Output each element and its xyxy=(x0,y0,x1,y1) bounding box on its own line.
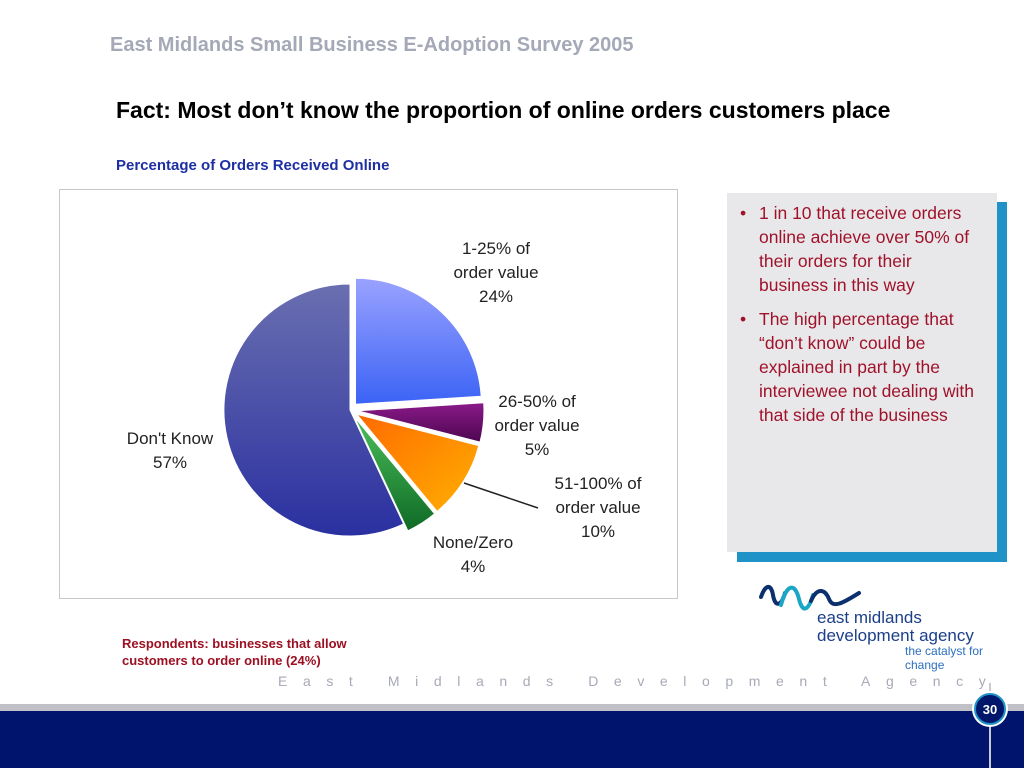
note-item: The high percentage that “don’t know” co… xyxy=(735,307,985,427)
pie-label-26-50-of-order-value: 26-50% of order value 5% xyxy=(494,392,579,459)
pie-category-label: 26-50% of xyxy=(498,392,576,411)
pie-slice-don-t-know xyxy=(223,283,405,537)
pie-label-none-zero: None/Zero 4% xyxy=(433,533,513,576)
footer-blue-band xyxy=(0,711,1024,768)
footer-grey-band xyxy=(0,704,1024,711)
note-item: 1 in 10 that receive orders online achie… xyxy=(735,201,985,297)
wave-mark-icon xyxy=(759,585,861,611)
logo-line2: development agency xyxy=(817,626,974,645)
pie-chart-frame: 1-25% of order value 24% 26-50% of order val… xyxy=(59,189,678,599)
pie-slice-51-100-of-order-value xyxy=(355,413,480,513)
pie-category-label: None/Zero xyxy=(433,533,513,552)
agency-footer: East Midlands Development Agency xyxy=(278,673,1002,689)
pie-category-label: order value xyxy=(494,416,579,435)
pie-value-label: 5% xyxy=(525,440,550,459)
notes-box: 1 in 10 that receive orders online achie… xyxy=(727,193,997,552)
chart-title: Percentage of Orders Received Online xyxy=(116,157,390,174)
pie-category-label: order value xyxy=(453,263,538,282)
pie-value-label: 4% xyxy=(461,557,486,576)
respondents-note: Respondents: businesses that allow custo… xyxy=(122,636,347,668)
pie-slice-1-25-of-order-value xyxy=(355,277,482,405)
notes-list: 1 in 10 that receive orders online achie… xyxy=(735,201,985,427)
logo-name: east midlands development agency xyxy=(817,609,974,645)
pie-slice-26-50-of-order-value xyxy=(357,402,485,443)
pie-category-label: Don't Know xyxy=(127,429,214,448)
pie-value-label: 57% xyxy=(153,453,187,472)
page-number-badge: 30 xyxy=(972,691,1008,727)
pie-slice-none-zero xyxy=(353,416,436,532)
pie-label-51-100-of-order-value: 51-100% of order value 10% xyxy=(555,474,642,541)
logo-line1: east midlands xyxy=(817,608,922,627)
pie-label-don-t-know: Don't Know 57% xyxy=(127,429,214,472)
leader-line-51-100 xyxy=(463,482,539,509)
page-number: 30 xyxy=(974,693,1006,725)
pie-category-label: 1-25% of xyxy=(462,239,530,258)
pie-category-label: 51-100% of xyxy=(555,474,642,493)
survey-title: East Midlands Small Business E-Adoption … xyxy=(110,34,634,56)
emda-logo: east midlands development agency the cat… xyxy=(755,575,1005,672)
pie-value-label: 24% xyxy=(479,287,513,306)
pie-category-label: order value xyxy=(555,498,640,517)
logo-tagline: the catalyst for change xyxy=(905,644,984,672)
pie-label-1-25-of-order-value: 1-25% of order value 24% xyxy=(453,239,538,306)
pie-value-label: 10% xyxy=(581,522,615,541)
fact-heading: Fact: Most don’t know the proportion of … xyxy=(116,97,891,123)
pie-chart: 1-25% of order value 24% 26-50% of order val… xyxy=(127,239,642,576)
